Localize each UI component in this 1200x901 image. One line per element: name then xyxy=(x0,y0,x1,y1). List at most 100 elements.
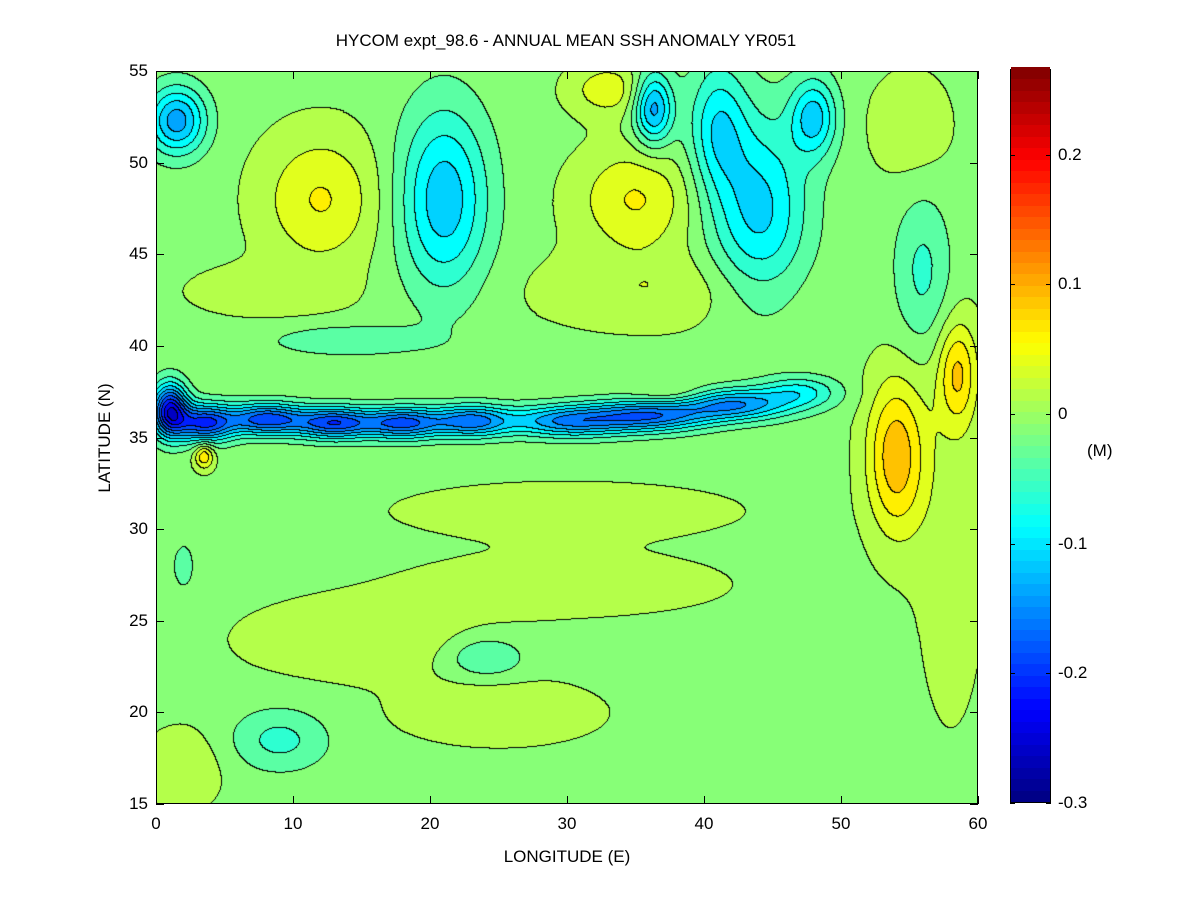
colorbar-swatch xyxy=(1011,135,1050,149)
y-tick-mark xyxy=(156,254,164,256)
colorbar-swatch xyxy=(1011,388,1050,401)
y-tick-label: 55 xyxy=(129,61,148,80)
colorbar-swatch xyxy=(1011,445,1050,458)
colorbar-swatch xyxy=(1011,101,1050,114)
colorbar-swatch xyxy=(1011,640,1050,653)
y-tick-mark xyxy=(156,345,164,347)
y-tick-mark xyxy=(970,345,978,347)
x-tick-label: 0 xyxy=(151,814,161,833)
y-tick-label: 20 xyxy=(129,702,148,722)
colorbar-swatch xyxy=(1011,709,1050,722)
y-tick-label: 40 xyxy=(129,335,148,355)
colorbar-swatch xyxy=(1011,124,1050,137)
colorbar-swatch xyxy=(1011,697,1050,711)
colorbar-swatch xyxy=(1011,422,1050,435)
colorbar-tick-mark xyxy=(1010,673,1015,675)
colorbar-swatch xyxy=(1011,330,1050,344)
colorbar-swatch xyxy=(1011,193,1050,206)
y-tick-mark xyxy=(970,254,978,256)
colorbar-swatch xyxy=(1011,181,1050,195)
colorbar-tick-label: -0.3 xyxy=(1058,793,1088,812)
colorbar-swatch xyxy=(1011,583,1050,596)
colorbar-swatch xyxy=(1011,732,1050,745)
y-tick-label: 50 xyxy=(129,152,148,172)
x-tick-label: 10 xyxy=(283,814,303,833)
x-tick-mark xyxy=(704,796,705,804)
colorbar-swatch xyxy=(1011,778,1050,791)
colorbar-swatch xyxy=(1011,663,1050,676)
x-tick-mark xyxy=(156,796,157,804)
colorbar-swatch xyxy=(1011,617,1050,630)
colorbar-swatch xyxy=(1011,434,1050,447)
ssh-contour-field xyxy=(156,71,978,804)
colorbar-swatch xyxy=(1011,548,1050,562)
y-tick-mark xyxy=(156,71,164,72)
x-tick-mark xyxy=(567,71,568,79)
colorbar-swatch xyxy=(1011,250,1050,263)
colorbar-swatch xyxy=(1011,239,1050,252)
colorbar-tick-mark xyxy=(1010,543,1015,545)
y-tick-mark xyxy=(970,71,978,72)
colorbar-tick-mark xyxy=(1046,543,1051,545)
x-tick-mark xyxy=(567,796,568,804)
colorbar-swatch xyxy=(1011,468,1050,481)
colorbar-tick-mark xyxy=(1010,284,1015,286)
y-tick-mark xyxy=(970,162,978,164)
colorbar-swatch xyxy=(1011,273,1050,286)
colorbar-tick-mark xyxy=(1046,413,1051,415)
colorbar-swatch xyxy=(1011,594,1050,608)
colorbar-swatch xyxy=(1011,67,1050,80)
colorbar-swatch xyxy=(1011,571,1050,585)
colorbar-swatch xyxy=(1011,170,1050,183)
x-tick-mark xyxy=(841,796,842,804)
colorbar-swatch xyxy=(1011,525,1050,539)
y-tick-mark xyxy=(970,712,978,714)
colorbar-swatch xyxy=(1011,365,1050,378)
colorbar-swatch xyxy=(1011,686,1050,699)
colorbar-swatch xyxy=(1011,674,1050,688)
colorbar-swatch xyxy=(1011,399,1050,413)
y-tick-mark xyxy=(970,804,978,805)
colorbar-tick-mark xyxy=(1046,284,1051,286)
colorbar-tick-mark xyxy=(1046,803,1051,804)
y-tick-mark xyxy=(970,437,978,439)
colorbar-swatch xyxy=(1011,353,1050,367)
x-tick-mark xyxy=(704,71,705,79)
y-tick-mark xyxy=(156,162,164,164)
y-axis-label: LATITUDE (N) xyxy=(95,383,114,493)
y-tick-mark xyxy=(970,620,978,622)
x-tick-mark xyxy=(978,71,979,79)
x-tick-mark xyxy=(156,71,157,79)
y-tick-label: 30 xyxy=(129,519,148,539)
colorbar-swatch xyxy=(1011,479,1050,493)
colorbar-swatch xyxy=(1011,560,1050,573)
colorbar-tick-label: 0 xyxy=(1058,403,1068,423)
x-tick-label: 50 xyxy=(831,814,851,833)
colorbar-swatch xyxy=(1011,89,1050,103)
y-tick-mark xyxy=(970,529,978,531)
x-tick-mark xyxy=(430,796,431,804)
colorbar-tick-mark xyxy=(1010,154,1015,156)
colorbar-swatch xyxy=(1011,204,1050,218)
colorbar-tick-label: 0.1 xyxy=(1058,274,1082,294)
colorbar-tick-mark xyxy=(1046,154,1051,156)
colorbar-swatch xyxy=(1011,456,1050,470)
colorbar-swatch xyxy=(1011,651,1050,665)
x-tick-mark xyxy=(293,71,294,79)
colorbar-swatch xyxy=(1011,319,1050,332)
x-tick-label: 30 xyxy=(557,814,577,833)
colorbar-swatch xyxy=(1011,514,1050,527)
y-tick-label: 25 xyxy=(129,610,148,630)
y-tick-label: 45 xyxy=(129,244,148,264)
colorbar-swatch xyxy=(1011,755,1050,768)
colorbar-swatch xyxy=(1011,158,1050,172)
colorbar-tick-label: -0.2 xyxy=(1058,663,1088,683)
x-tick-label: 20 xyxy=(420,814,440,833)
colorbar-swatch xyxy=(1011,606,1050,619)
chart-title: HYCOM expt_98.6 - ANNUAL MEAN SSH ANOMAL… xyxy=(335,31,797,50)
y-tick-mark xyxy=(156,620,164,622)
colorbar-swatch xyxy=(1011,537,1050,550)
colorbar-swatch xyxy=(1011,789,1050,802)
colorbar-swatch xyxy=(1011,502,1050,516)
